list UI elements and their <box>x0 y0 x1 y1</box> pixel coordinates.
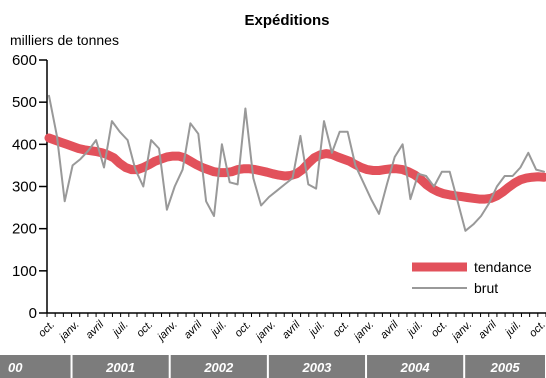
chart-title: Expéditions <box>244 12 329 29</box>
x-tick-label: avril <box>182 318 205 341</box>
series-line-tendance <box>44 133 546 204</box>
year-band-label: 2003 <box>301 360 332 375</box>
year-band-segment <box>465 355 545 378</box>
x-tick-label: avril <box>280 318 303 341</box>
x-tick-label: avril <box>378 318 401 341</box>
x-tick-label: janv. <box>56 319 82 345</box>
y-tick-label: 500 <box>12 94 37 111</box>
legend: tendance brut <box>412 259 532 296</box>
series-line-brut <box>48 94 545 232</box>
axes: 0 100 200 300 400 500 600 <box>12 52 546 322</box>
year-band-segment <box>0 355 71 378</box>
x-tick-label: juil. <box>207 319 229 341</box>
x-tick-label: avril <box>84 318 107 341</box>
y-tick-label: 400 <box>12 136 37 153</box>
year-band-label: 00 <box>8 360 23 375</box>
x-tick-label: janv. <box>154 319 180 345</box>
y-tick-label: 100 <box>12 263 37 280</box>
x-tick-label: oct. <box>134 319 155 340</box>
year-band-label: 2004 <box>400 360 431 375</box>
series-layer <box>44 94 546 232</box>
year-band: 00 2001 2002 2003 2004 2005 <box>0 355 545 378</box>
x-tick-label: janv. <box>449 319 475 345</box>
year-band-label: 2001 <box>105 360 135 375</box>
x-tick-label: oct. <box>233 319 254 340</box>
x-tick-label: oct. <box>36 319 57 340</box>
year-band-segment <box>72 355 169 378</box>
year-band-label: 2005 <box>490 360 521 375</box>
y-tick-label: 0 <box>29 305 37 322</box>
y-tick-label: 300 <box>12 179 37 196</box>
year-band-segment <box>268 355 366 378</box>
x-tick-label: oct. <box>331 319 352 340</box>
year-band-label: 2002 <box>203 360 234 375</box>
y-tick-label: 200 <box>12 221 37 238</box>
x-tick-labels: oct. janv. avril juil. oct. janv. avril juil. oc… <box>36 318 546 344</box>
y-axis-unit-label: milliers de tonnes <box>10 32 119 48</box>
x-tick-label: juil. <box>404 319 426 341</box>
x-tick-label: janv. <box>252 319 278 345</box>
x-tick-label: juil. <box>306 319 328 341</box>
x-tick-label: oct. <box>527 319 546 340</box>
year-band-segment <box>367 355 464 378</box>
x-tick-label: avril <box>476 318 499 341</box>
legend-label-tendance: tendance <box>474 259 532 275</box>
y-tick-label: 600 <box>12 52 37 69</box>
x-tick-label: oct. <box>429 319 450 340</box>
legend-label-brut: brut <box>474 280 498 296</box>
year-band-segment <box>170 355 267 378</box>
x-tick-label: janv. <box>350 319 376 345</box>
x-tick-label: juil. <box>502 319 524 341</box>
x-tick-label: juil. <box>109 319 131 341</box>
